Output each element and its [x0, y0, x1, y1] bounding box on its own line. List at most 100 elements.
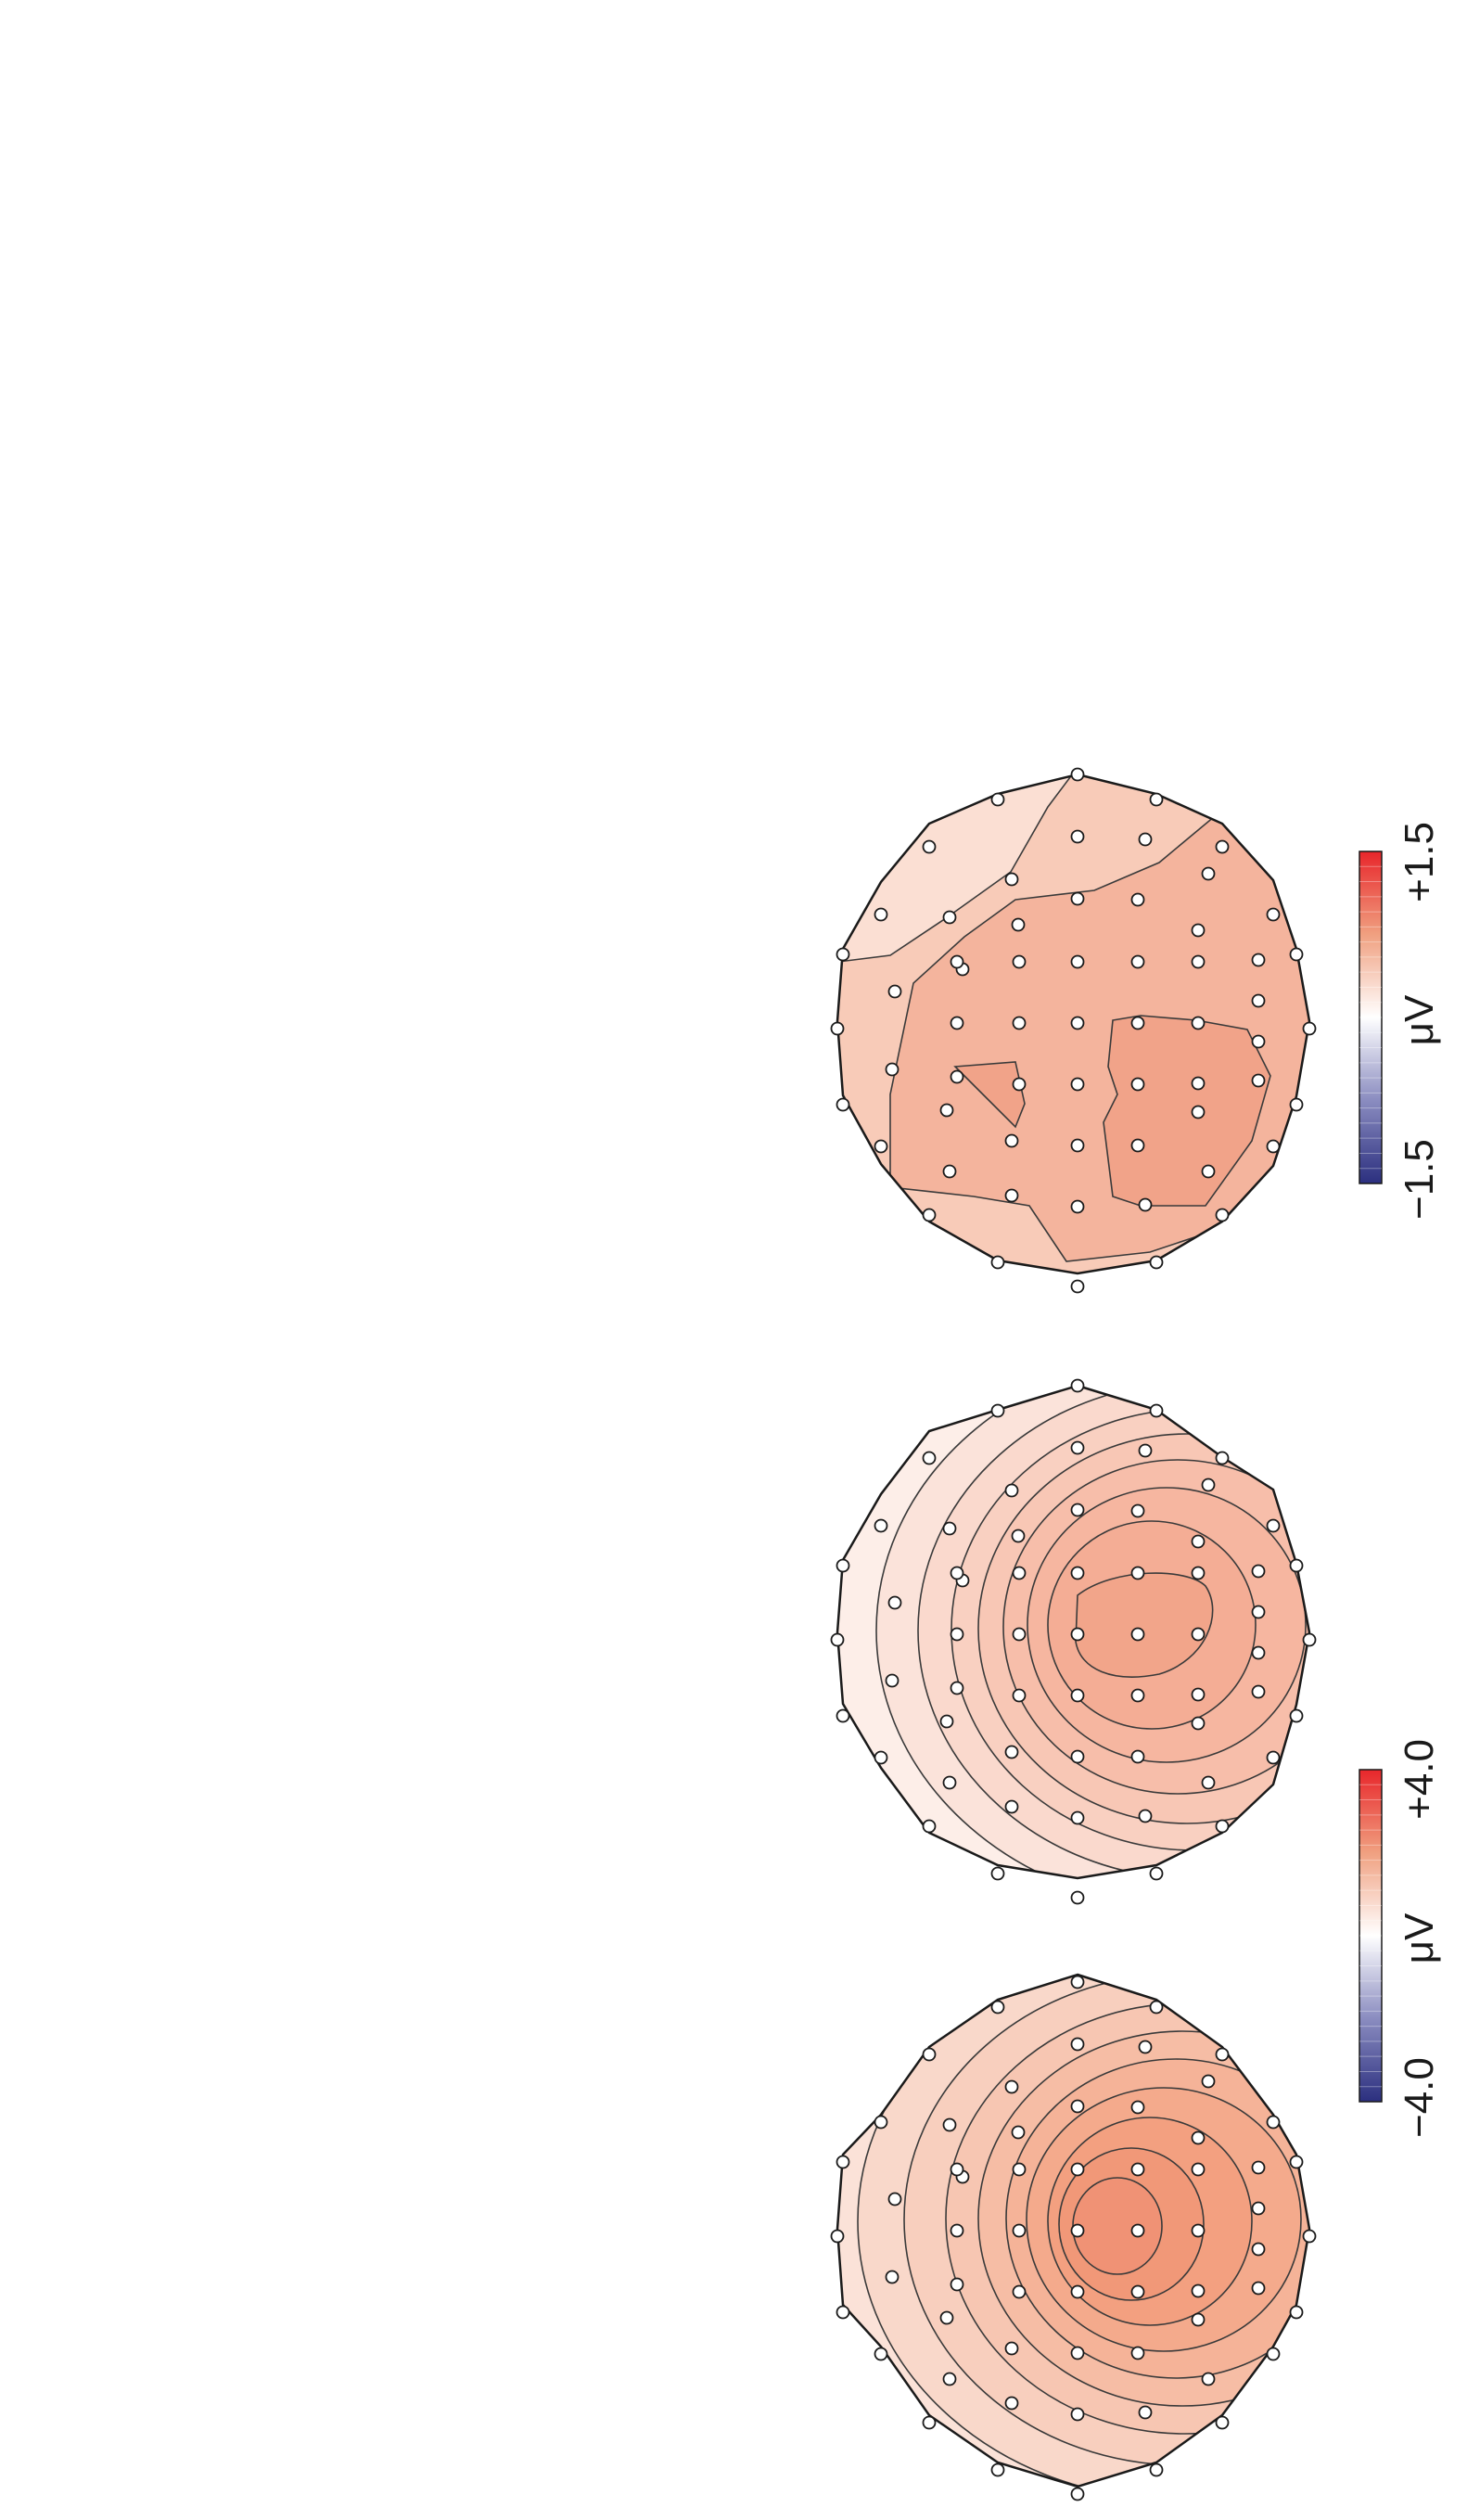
electrode-marker: [1138, 1443, 1153, 1458]
electrode-marker: [1289, 2305, 1304, 2320]
topomap-3: [830, 767, 1317, 1294]
electrode-marker: [1011, 2125, 1026, 2140]
electrode-marker: [830, 1021, 845, 1036]
electrode-marker: [1149, 1255, 1164, 1270]
electrode-marker: [1266, 2347, 1281, 2361]
electrode-marker: [1070, 2346, 1085, 2360]
electrode-marker: [1012, 1566, 1027, 1580]
electrode-marker: [922, 839, 937, 854]
electrode-marker: [1004, 2396, 1019, 2411]
electrode-marker: [1070, 2037, 1085, 2052]
electrode-marker: [1149, 2000, 1164, 2015]
colorbar-2-min-label: −1.5: [1397, 1139, 1442, 1220]
electrode-marker: [887, 2192, 902, 2207]
electrode-marker: [942, 1775, 957, 1790]
electrode-marker: [1201, 866, 1216, 881]
electrode-marker: [939, 1714, 954, 1729]
electrode-marker: [922, 2047, 937, 2062]
electrode-marker: [1070, 1749, 1085, 1764]
electrode-marker: [990, 1866, 1005, 1881]
electrode-marker: [990, 2000, 1005, 2015]
electrode-marker: [1302, 1632, 1317, 1647]
electrode-marker: [1251, 2201, 1266, 2216]
electrode-marker: [836, 1708, 850, 1723]
electrode-marker: [1070, 1199, 1085, 1214]
electrode-marker: [1070, 1890, 1085, 1905]
electrode-marker: [874, 907, 888, 922]
electrode-marker: [1138, 2040, 1153, 2054]
electrode-marker: [1070, 2162, 1085, 2177]
electrode-marker: [990, 792, 1005, 807]
electrode-marker: [1012, 2162, 1027, 2177]
electrode-marker: [1070, 2487, 1085, 2501]
electrode-marker: [1251, 1034, 1266, 1049]
electrode-marker: [1251, 953, 1266, 967]
electrode-marker: [1070, 1378, 1085, 1393]
electrode-marker: [1201, 1164, 1216, 1179]
electrode-marker: [922, 2415, 937, 2430]
electrode-marker: [885, 2270, 899, 2284]
electrode-marker: [939, 1103, 954, 1118]
electrode-marker: [1266, 1139, 1281, 1154]
electrode-marker: [1289, 1097, 1304, 1112]
electrode-marker: [1130, 1503, 1145, 1518]
topomap-1: [830, 1973, 1317, 2501]
electrode-marker: [1289, 1708, 1304, 1723]
electrode-marker: [1191, 2130, 1206, 2145]
electrode-marker: [1302, 1021, 1317, 1036]
electrode-marker: [1012, 1016, 1027, 1030]
electrode-marker: [1191, 1627, 1206, 1642]
electrode-marker: [1070, 2284, 1085, 2299]
electrode-marker: [1191, 2162, 1206, 2177]
electrode-marker: [1004, 1745, 1019, 1759]
electrode-marker: [950, 2277, 964, 2292]
colorbar-2-unit-label: μV: [1397, 994, 1442, 1045]
electrode-marker: [1070, 1810, 1085, 1825]
electrode-marker: [1012, 954, 1027, 969]
electrode-marker: [885, 1062, 899, 1077]
electrode-marker: [950, 954, 964, 969]
electrode-marker: [1130, 1138, 1145, 1153]
electrode-marker: [1149, 1866, 1164, 1881]
electrode-marker: [1070, 2223, 1085, 2238]
electrode-marker: [1070, 829, 1085, 844]
electrode-marker: [1004, 2079, 1019, 2094]
electrode-marker: [1266, 1518, 1281, 1533]
electrode-marker: [1004, 872, 1019, 887]
electrode-marker: [990, 1403, 1005, 1418]
electrode-marker: [1011, 1529, 1026, 1543]
electrode-marker: [1191, 1105, 1206, 1119]
electrode-marker: [1251, 993, 1266, 1008]
electrode-marker: [950, 1627, 964, 1642]
electrode-marker: [836, 947, 850, 962]
electrode-marker: [1191, 2223, 1206, 2238]
electrode-marker: [1191, 1016, 1206, 1030]
electrode-marker: [990, 1255, 1005, 1270]
electrode-marker: [950, 1566, 964, 1580]
electrode-marker: [830, 1632, 845, 1647]
electrode-marker: [1004, 2341, 1019, 2356]
electrode-marker: [922, 1208, 937, 1222]
electrode-marker: [1201, 1477, 1216, 1492]
electrode-marker: [1130, 1077, 1145, 1092]
electrode-marker: [1004, 1133, 1019, 1148]
electrode-marker: [1130, 1627, 1145, 1642]
electrode-marker: [1130, 954, 1145, 969]
electrode-marker: [830, 2229, 845, 2244]
electrode-marker: [1302, 2229, 1317, 2244]
electrode-marker: [1130, 2346, 1145, 2360]
electrode-marker: [1011, 917, 1026, 932]
electrode-marker: [1201, 2074, 1216, 2089]
electrode-marker: [1191, 2283, 1206, 2298]
electrode-marker: [1289, 947, 1304, 962]
electrode-marker: [1012, 1688, 1027, 1703]
electrode-marker: [1251, 2281, 1266, 2296]
electrode-marker: [1070, 2407, 1085, 2422]
electrode-marker: [1191, 923, 1206, 938]
electrode-marker: [1191, 1687, 1206, 1702]
electrode-marker: [1070, 1975, 1085, 1989]
electrode-marker: [1266, 1750, 1281, 1765]
colorbar-1: −4.0 μV +4.0: [1359, 1739, 1442, 2138]
electrode-marker: [942, 2372, 957, 2386]
